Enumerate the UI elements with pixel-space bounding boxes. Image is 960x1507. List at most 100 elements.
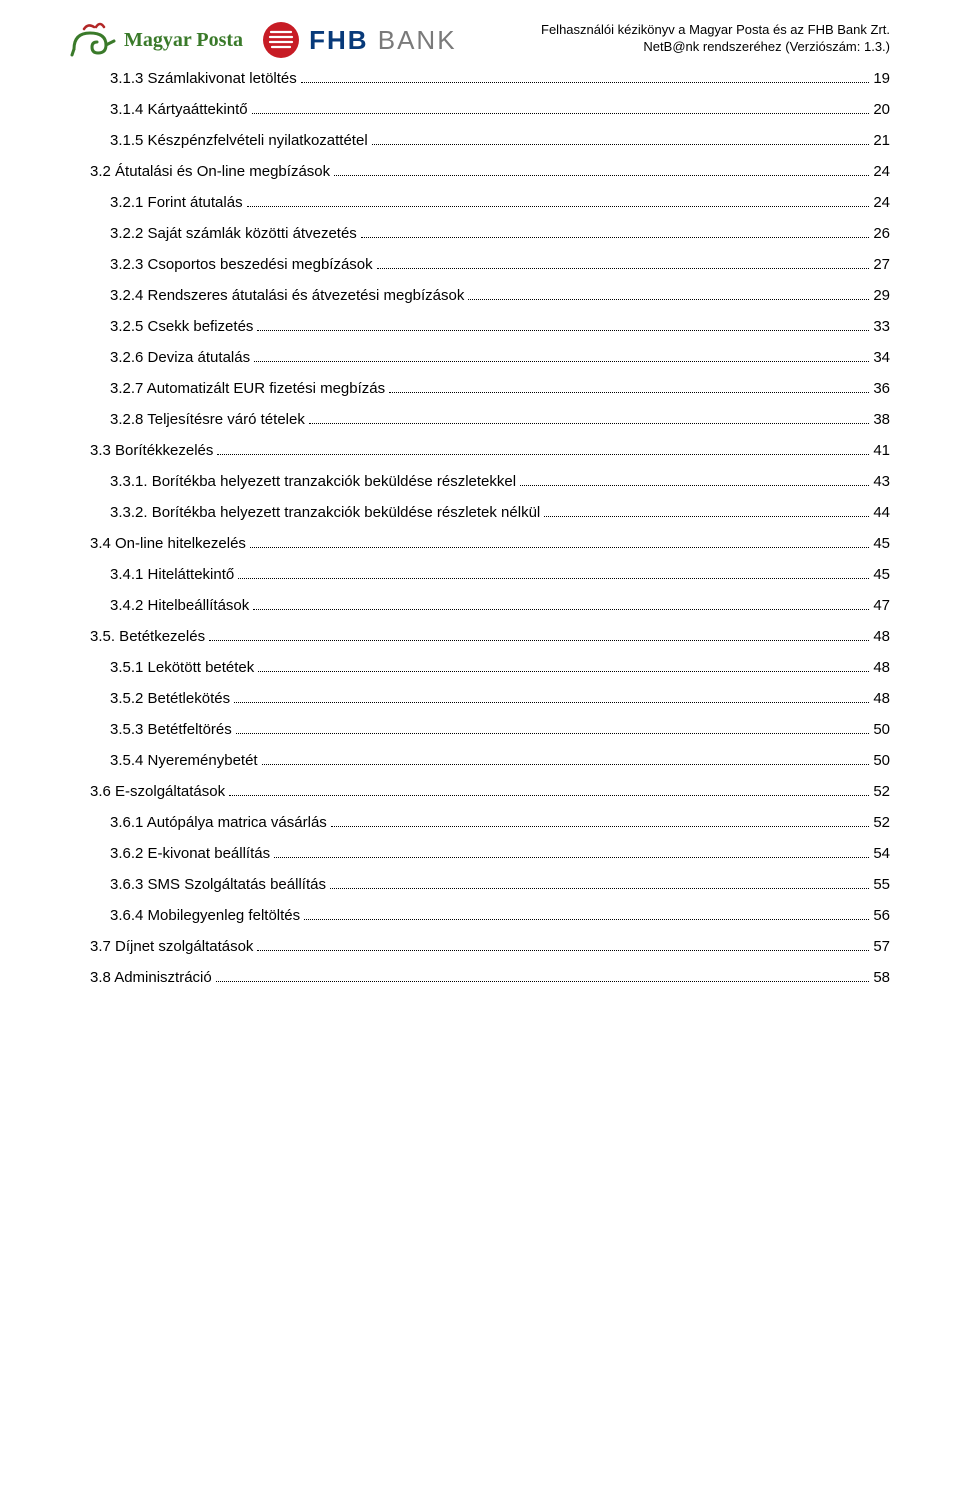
toc-page-number: 50 <box>873 752 890 769</box>
toc-leader-dots <box>217 454 869 455</box>
toc-leader-dots <box>257 950 869 951</box>
toc-row: 3.5.1 Lekötött betétek 48 <box>70 659 890 676</box>
toc-row: 3.3.2. Borítékba helyezett tranzakciók b… <box>70 504 890 521</box>
table-of-contents: 3.1.3 Számlakivonat letöltés19 3.1.4 Kárt… <box>70 70 890 986</box>
toc-label: 3.3.2. Borítékba helyezett tranzakciók b… <box>110 504 540 521</box>
toc-page-number: 48 <box>873 659 890 676</box>
toc-label: 3.1.3 Számlakivonat letöltés <box>110 70 297 87</box>
toc-leader-dots <box>330 888 869 889</box>
toc-page-number: 52 <box>873 814 890 831</box>
toc-page-number: 24 <box>873 163 890 180</box>
toc-label: 3.5. Betétkezelés <box>90 628 205 645</box>
toc-row: 3.2.8 Teljesítésre váró tételek38 <box>70 411 890 428</box>
toc-row: 3.2 Átutalási és On-line megbízások 24 <box>70 163 890 180</box>
toc-page-number: 36 <box>873 380 890 397</box>
document-page: Magyar Posta FHB BANK Felhasználói kézik… <box>0 0 960 1040</box>
toc-label: 3.1.4 Kártyaáttekintő <box>110 101 248 118</box>
toc-label: 3.6.2 E-kivonat beállítás <box>110 845 270 862</box>
toc-leader-dots <box>254 361 869 362</box>
toc-label: 3.2.1 Forint átutalás <box>110 194 243 211</box>
toc-label: 3.5.3 Betétfeltörés <box>110 721 232 738</box>
toc-row: 3.5.3 Betétfeltörés 50 <box>70 721 890 738</box>
toc-row: 3.5. Betétkezelés48 <box>70 628 890 645</box>
toc-row: 3.1.5 Készpénzfelvételi nyilatkozattétel… <box>70 132 890 149</box>
toc-row: 3.6 E-szolgáltatások 52 <box>70 783 890 800</box>
toc-label: 3.5.1 Lekötött betétek <box>110 659 254 676</box>
toc-leader-dots <box>252 113 870 114</box>
toc-row: 3.6.2 E-kivonat beállítás 54 <box>70 845 890 862</box>
toc-leader-dots <box>334 175 869 176</box>
toc-label: 3.2 Átutalási és On-line megbízások <box>90 163 330 180</box>
toc-label: 3.4 On-line hitelkezelés <box>90 535 246 552</box>
toc-leader-dots <box>309 423 869 424</box>
toc-leader-dots <box>234 702 869 703</box>
toc-page-number: 54 <box>873 845 890 862</box>
toc-page-number: 41 <box>873 442 890 459</box>
magyar-posta-logo: Magyar Posta <box>70 21 243 59</box>
toc-page-number: 33 <box>873 318 890 335</box>
toc-page-number: 21 <box>873 132 890 149</box>
toc-row: 3.2.4 Rendszeres átutalási és átvezetési… <box>70 287 890 304</box>
toc-leader-dots <box>238 578 869 579</box>
toc-leader-dots <box>209 640 869 641</box>
toc-page-number: 56 <box>873 907 890 924</box>
toc-page-number: 44 <box>873 504 890 521</box>
toc-label: 3.6.1 Autópálya matrica vásárlás <box>110 814 327 831</box>
fhb-bank-text: FHB BANK <box>309 25 456 56</box>
toc-label: 3.6.3 SMS Szolgáltatás beállítás <box>110 876 326 893</box>
toc-label: 3.2.7 Automatizált EUR fizetési megbízás <box>110 380 385 397</box>
toc-leader-dots <box>274 857 869 858</box>
toc-leader-dots <box>331 826 870 827</box>
toc-row: 3.4.2 Hitelbeállítások47 <box>70 597 890 614</box>
toc-row: 3.2.5 Csekk befizetés33 <box>70 318 890 335</box>
toc-leader-dots <box>258 671 869 672</box>
toc-page-number: 50 <box>873 721 890 738</box>
toc-page-number: 43 <box>873 473 890 490</box>
toc-row: 3.2.1 Forint átutalás24 <box>70 194 890 211</box>
toc-leader-dots <box>372 144 870 145</box>
toc-leader-dots <box>253 609 869 610</box>
toc-leader-dots <box>229 795 869 796</box>
toc-page-number: 29 <box>873 287 890 304</box>
toc-page-number: 34 <box>873 349 890 366</box>
toc-page-number: 52 <box>873 783 890 800</box>
toc-page-number: 58 <box>873 969 890 986</box>
toc-page-number: 27 <box>873 256 890 273</box>
toc-row: 3.6.3 SMS Szolgáltatás beállítás55 <box>70 876 890 893</box>
toc-row: 3.6.1 Autópálya matrica vásárlás 52 <box>70 814 890 831</box>
toc-page-number: 57 <box>873 938 890 955</box>
fhb-bank-logo: FHB BANK <box>261 20 456 60</box>
toc-label: 3.4.1 Hiteláttekintő <box>110 566 234 583</box>
bank-text-part2: BANK <box>378 25 457 55</box>
toc-row: 3.4.1 Hiteláttekintő45 <box>70 566 890 583</box>
toc-row: 3.3 Borítékkezelés41 <box>70 442 890 459</box>
toc-leader-dots <box>262 764 870 765</box>
toc-row: 3.5.4 Nyereménybetét 50 <box>70 752 890 769</box>
toc-page-number: 45 <box>873 535 890 552</box>
toc-label: 3.5.4 Nyereménybetét <box>110 752 258 769</box>
toc-label: 3.6 E-szolgáltatások <box>90 783 225 800</box>
toc-label: 3.3.1. Borítékba helyezett tranzakciók b… <box>110 473 516 490</box>
toc-leader-dots <box>250 547 869 548</box>
toc-leader-dots <box>236 733 870 734</box>
toc-label: 3.2.4 Rendszeres átutalási és átvezetési… <box>110 287 464 304</box>
toc-row: 3.4 On-line hitelkezelés 45 <box>70 535 890 552</box>
toc-label: 3.6.4 Mobilegyenleg feltöltés <box>110 907 300 924</box>
toc-page-number: 26 <box>873 225 890 242</box>
toc-label: 3.7 Díjnet szolgáltatások <box>90 938 253 955</box>
toc-page-number: 48 <box>873 690 890 707</box>
toc-label: 3.1.5 Készpénzfelvételi nyilatkozattétel <box>110 132 368 149</box>
magyar-posta-text: Magyar Posta <box>124 29 243 52</box>
toc-row: 3.2.6 Deviza átutalás34 <box>70 349 890 366</box>
toc-row: 3.1.3 Számlakivonat letöltés19 <box>70 70 890 87</box>
toc-row: 3.2.3 Csoportos beszedési megbízások 27 <box>70 256 890 273</box>
toc-page-number: 38 <box>873 411 890 428</box>
toc-row: 3.8 Adminisztráció58 <box>70 969 890 986</box>
toc-leader-dots <box>216 981 870 982</box>
toc-leader-dots <box>520 485 869 486</box>
toc-leader-dots <box>301 82 870 83</box>
toc-label: 3.2.3 Csoportos beszedési megbízások <box>110 256 373 273</box>
bank-text-part <box>369 25 378 55</box>
toc-label: 3.5.2 Betétlekötés <box>110 690 230 707</box>
toc-leader-dots <box>257 330 869 331</box>
